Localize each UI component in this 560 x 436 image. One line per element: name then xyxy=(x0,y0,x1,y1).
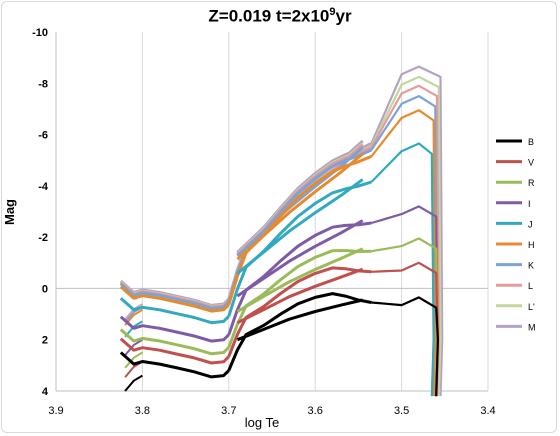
series-i xyxy=(119,205,439,397)
legend-label: V xyxy=(528,158,534,168)
y-tick-label: -4 xyxy=(38,181,49,193)
series-h xyxy=(119,109,437,397)
x-tick-label: 3.7 xyxy=(221,405,236,417)
y-tick-label: 4 xyxy=(42,386,49,398)
axes xyxy=(55,32,488,392)
series-line xyxy=(236,267,364,325)
series-line xyxy=(370,65,444,397)
series-line xyxy=(371,237,439,397)
series-line xyxy=(371,296,439,397)
legend-item: L xyxy=(496,281,533,291)
tick-labels: 3.9 3.8 3.7 3.6 3.5 3.4 -10 -8 -6 -4 -2 0 2 4 xyxy=(32,27,496,417)
legend-item: V xyxy=(496,158,534,168)
legend-label: L' xyxy=(528,302,535,312)
legend-item: J xyxy=(496,219,533,229)
legend-item: I xyxy=(496,199,531,209)
x-tick-label: 3.6 xyxy=(308,405,323,417)
legend-label: M xyxy=(528,322,536,332)
series-line xyxy=(227,292,372,372)
series-line xyxy=(236,152,364,261)
series-line xyxy=(371,261,439,397)
y-tick-label: -2 xyxy=(38,232,48,244)
legend-label: H xyxy=(528,240,535,250)
series-line xyxy=(370,75,442,397)
x-tick-label: 3.5 xyxy=(394,405,409,417)
series-line xyxy=(124,338,143,356)
x-axis-label: log Te xyxy=(245,415,279,430)
series-line xyxy=(119,328,230,356)
series-line xyxy=(236,178,364,275)
legend-item: R xyxy=(496,178,535,188)
legend-label: L xyxy=(528,281,533,291)
y-axis-label: Mag xyxy=(2,199,17,225)
y-tick-label: -10 xyxy=(32,27,48,39)
series-line xyxy=(370,84,440,397)
x-tick-label: 3.8 xyxy=(135,405,150,417)
series-line xyxy=(119,297,230,325)
series-line xyxy=(236,219,364,298)
series-line xyxy=(370,142,435,397)
legend-label: J xyxy=(528,219,533,229)
series-line xyxy=(227,221,372,336)
series-j xyxy=(119,142,435,397)
chart-title: Z=0.019 t=2x109yr xyxy=(208,6,352,26)
series-line xyxy=(370,109,437,397)
series-line xyxy=(119,337,230,365)
series-line xyxy=(227,266,372,358)
series-line xyxy=(236,247,364,313)
x-tick-label: 3.4 xyxy=(480,405,495,417)
series-line xyxy=(227,155,372,306)
legend-label: K xyxy=(528,261,534,271)
legend-item: B xyxy=(496,137,534,147)
x-tick-label: 3.9 xyxy=(48,405,63,417)
legend-label: B xyxy=(528,137,534,147)
series-line xyxy=(236,146,364,257)
legend: B VR IJ H KL L' M xyxy=(496,137,536,332)
y-tick-label: -6 xyxy=(38,130,48,142)
legend-item: K xyxy=(496,261,534,271)
series-line xyxy=(124,374,143,392)
series-line xyxy=(227,249,372,348)
series-line xyxy=(371,205,439,397)
legend-item: M xyxy=(496,322,536,332)
series-layer xyxy=(119,65,444,397)
legend-label: R xyxy=(528,178,535,188)
y-tick-label: 0 xyxy=(42,283,48,295)
series-line xyxy=(119,282,230,310)
series-b xyxy=(119,292,439,397)
series-line xyxy=(119,315,230,343)
series-line xyxy=(119,285,230,313)
legend-label: I xyxy=(528,199,531,209)
series-line xyxy=(236,298,364,342)
y-tick-label: 2 xyxy=(42,335,48,347)
series-line xyxy=(119,351,230,379)
legend-item: H xyxy=(496,240,535,250)
legend-item: L' xyxy=(496,302,535,312)
y-tick-label: -8 xyxy=(38,78,48,90)
series-line xyxy=(124,351,143,369)
